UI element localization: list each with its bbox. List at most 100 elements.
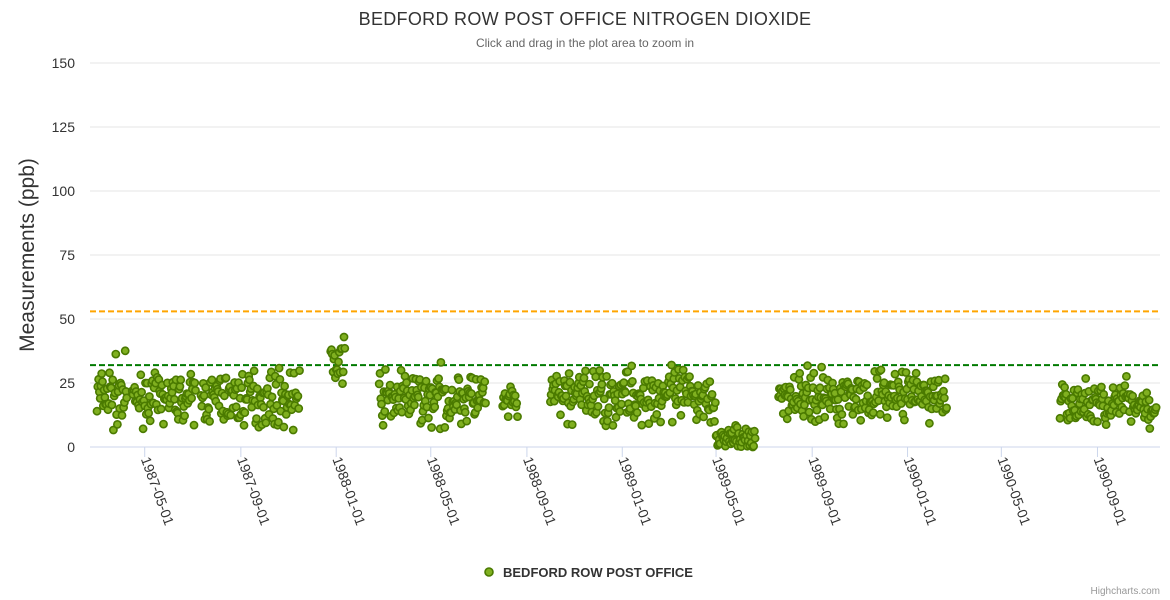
data-point[interactable]	[272, 400, 282, 410]
data-point[interactable]	[144, 392, 154, 401]
data-point[interactable]	[890, 369, 900, 379]
data-point[interactable]	[180, 411, 189, 421]
data-point[interactable]	[804, 407, 814, 417]
data-point[interactable]	[632, 408, 642, 417]
data-point[interactable]	[244, 375, 254, 385]
data-point[interactable]	[1097, 382, 1106, 392]
data-point[interactable]	[466, 389, 476, 398]
data-point[interactable]	[1081, 374, 1091, 383]
data-point[interactable]	[261, 418, 271, 428]
data-point[interactable]	[275, 374, 285, 384]
data-point[interactable]	[644, 419, 654, 428]
data-point[interactable]	[199, 391, 209, 400]
credits-link[interactable]: Highcharts.com	[1091, 586, 1160, 597]
data-point[interactable]	[267, 392, 277, 402]
data-point[interactable]	[156, 404, 166, 414]
data-point[interactable]	[295, 366, 304, 375]
data-point[interactable]	[667, 360, 676, 370]
data-point[interactable]	[1108, 383, 1118, 392]
data-point[interactable]	[925, 418, 934, 428]
data-point[interactable]	[201, 383, 211, 392]
data-point[interactable]	[378, 420, 388, 430]
data-point[interactable]	[219, 391, 229, 401]
data-point[interactable]	[338, 379, 347, 388]
data-point[interactable]	[240, 408, 250, 417]
data-point[interactable]	[785, 385, 795, 395]
data-point[interactable]	[460, 407, 470, 417]
data-point[interactable]	[107, 400, 117, 410]
data-point[interactable]	[338, 367, 348, 377]
data-point[interactable]	[1128, 391, 1137, 401]
data-point[interactable]	[1126, 417, 1136, 426]
data-point[interactable]	[1060, 382, 1069, 392]
data-point[interactable]	[1099, 389, 1109, 399]
data-point[interactable]	[607, 378, 617, 388]
data-point[interactable]	[447, 385, 457, 395]
data-point[interactable]	[385, 380, 395, 390]
data-point[interactable]	[108, 375, 118, 385]
data-point[interactable]	[340, 343, 350, 353]
data-point[interactable]	[380, 365, 390, 374]
data-point[interactable]	[817, 362, 826, 372]
data-point[interactable]	[615, 407, 625, 416]
data-point[interactable]	[176, 375, 186, 385]
data-point[interactable]	[833, 395, 843, 404]
data-point[interactable]	[1093, 417, 1102, 427]
data-point[interactable]	[423, 413, 433, 423]
data-point[interactable]	[380, 407, 390, 416]
data-point[interactable]	[377, 399, 386, 409]
data-point[interactable]	[169, 394, 179, 404]
data-point[interactable]	[92, 406, 102, 416]
data-point[interactable]	[705, 377, 715, 386]
data-point[interactable]	[145, 416, 155, 426]
data-point[interactable]	[452, 400, 461, 410]
data-point[interactable]	[374, 379, 384, 389]
data-point[interactable]	[274, 363, 284, 373]
data-point[interactable]	[187, 393, 196, 403]
data-point[interactable]	[628, 376, 637, 386]
data-point[interactable]	[159, 419, 168, 429]
legend-item[interactable]: BEDFORD ROW POST OFFICE	[484, 565, 693, 580]
data-point[interactable]	[221, 373, 231, 383]
data-point[interactable]	[186, 369, 196, 379]
data-point[interactable]	[621, 387, 630, 397]
data-point[interactable]	[815, 383, 825, 393]
data-point[interactable]	[462, 416, 472, 426]
data-point[interactable]	[454, 375, 464, 384]
data-point[interactable]	[334, 357, 343, 367]
data-point[interactable]	[421, 376, 431, 386]
data-point[interactable]	[113, 419, 122, 429]
data-point[interactable]	[809, 368, 819, 378]
data-point[interactable]	[226, 410, 236, 420]
data-point[interactable]	[911, 368, 921, 378]
data-point[interactable]	[623, 367, 633, 377]
data-point[interactable]	[782, 414, 792, 424]
data-point[interactable]	[293, 391, 303, 401]
data-point[interactable]	[564, 369, 574, 378]
data-point[interactable]	[280, 381, 289, 391]
data-point[interactable]	[678, 365, 688, 375]
data-point[interactable]	[473, 403, 483, 413]
data-point[interactable]	[97, 369, 107, 378]
data-point[interactable]	[900, 415, 909, 425]
data-point[interactable]	[436, 357, 446, 367]
data-point[interactable]	[189, 420, 199, 430]
data-point[interactable]	[136, 370, 146, 380]
data-point[interactable]	[120, 346, 130, 356]
data-point[interactable]	[604, 403, 614, 412]
data-point[interactable]	[656, 417, 665, 427]
data-point[interactable]	[750, 433, 760, 443]
data-point[interactable]	[652, 409, 662, 419]
data-point[interactable]	[138, 424, 148, 434]
data-point[interactable]	[239, 420, 249, 430]
data-point[interactable]	[556, 410, 565, 420]
data-point[interactable]	[710, 398, 720, 407]
data-point[interactable]	[512, 398, 522, 408]
data-point[interactable]	[288, 425, 298, 435]
data-point[interactable]	[710, 416, 719, 426]
data-point[interactable]	[481, 398, 490, 408]
data-point[interactable]	[1142, 388, 1152, 398]
data-point[interactable]	[940, 374, 950, 384]
data-point[interactable]	[273, 417, 283, 427]
data-point[interactable]	[617, 399, 626, 409]
